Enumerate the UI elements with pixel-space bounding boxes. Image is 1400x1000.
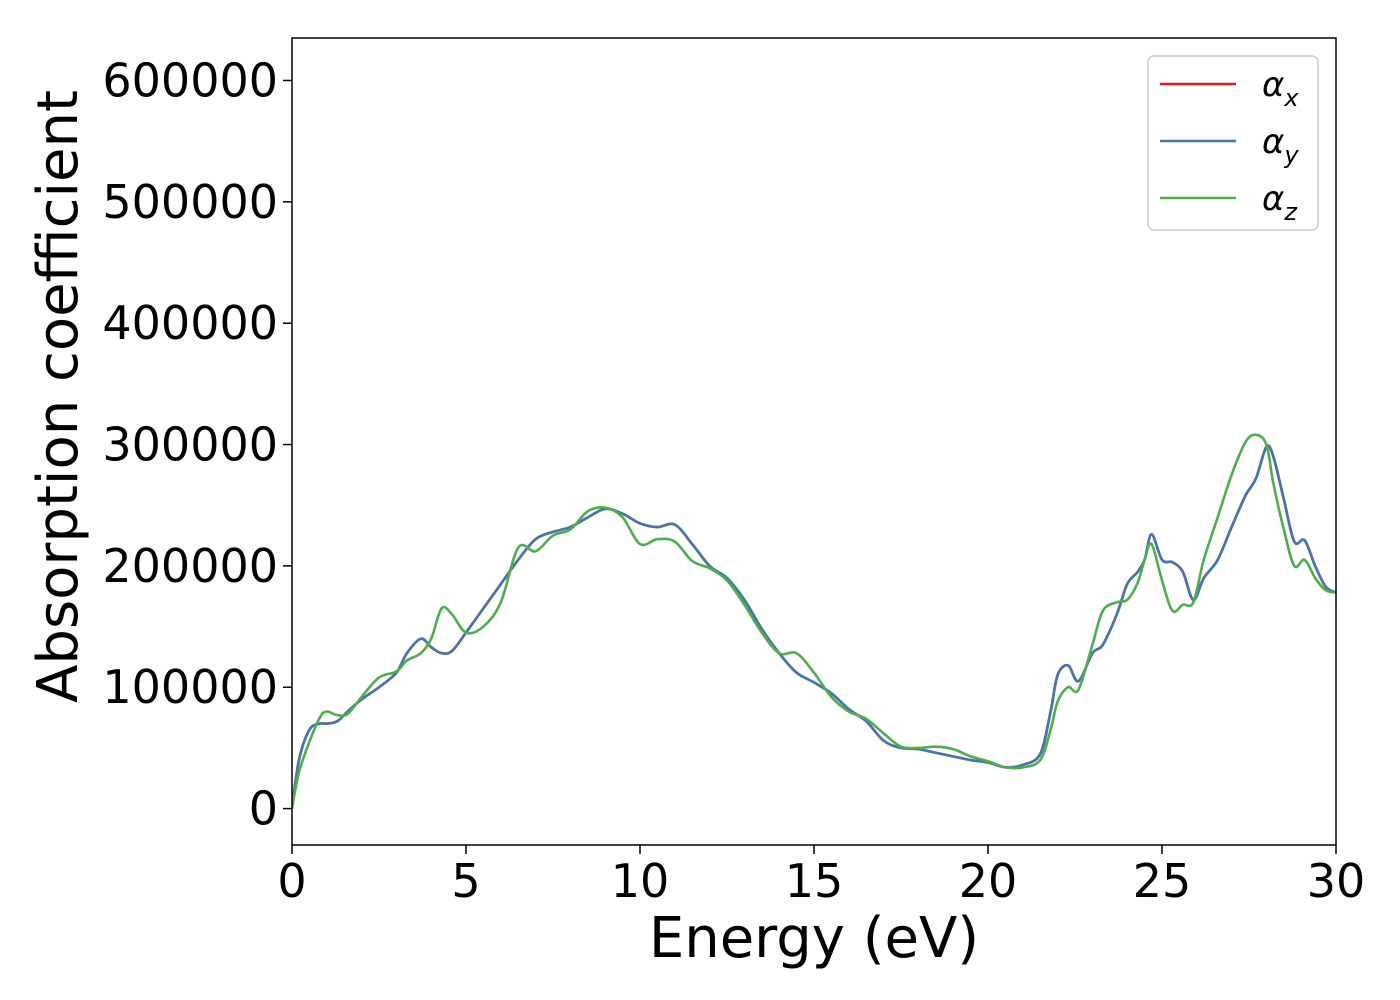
y-tick-label: 0 (249, 782, 278, 836)
y-axis-title: Absorption coefficient (26, 90, 91, 703)
x-tick-label: 15 (785, 854, 844, 908)
x-tick-label: 10 (611, 854, 670, 908)
series-layer (292, 433, 1336, 809)
x-tick-label: 20 (959, 854, 1018, 908)
legend-label-y: αy (1262, 122, 1299, 169)
y-tick-label: 600000 (102, 53, 278, 107)
y-tick-label: 500000 (102, 175, 278, 229)
y-tick-label: 300000 (102, 418, 278, 472)
x-axis: 0 5 10 15 20 25 30 (277, 845, 1365, 908)
y-tick-label: 100000 (102, 660, 278, 714)
x-tick-label: 30 (1307, 854, 1366, 908)
legend-label-subscript: x (1283, 84, 1299, 112)
legend-label-base: α (1262, 65, 1284, 105)
x-axis-title: Energy (eV) (649, 906, 979, 971)
y-axis: 0 100000 200000 300000 400000 500000 600000 (102, 53, 292, 836)
legend-box (1147, 55, 1319, 231)
legend-label-base: α (1262, 179, 1284, 219)
legend-label-z: αz (1262, 179, 1298, 226)
y-tick-label: 400000 (102, 296, 278, 350)
legend-label-x: αx (1262, 65, 1299, 112)
x-tick-label: 0 (277, 854, 306, 908)
x-tick-label: 25 (1133, 854, 1192, 908)
legend-label-base: α (1262, 122, 1284, 162)
y-tick-label: 200000 (102, 539, 278, 593)
legend-label-subscript: y (1283, 141, 1299, 169)
legend-label-subscript: z (1283, 198, 1298, 226)
series-line-z (292, 433, 1336, 809)
x-tick-label: 5 (451, 854, 480, 908)
